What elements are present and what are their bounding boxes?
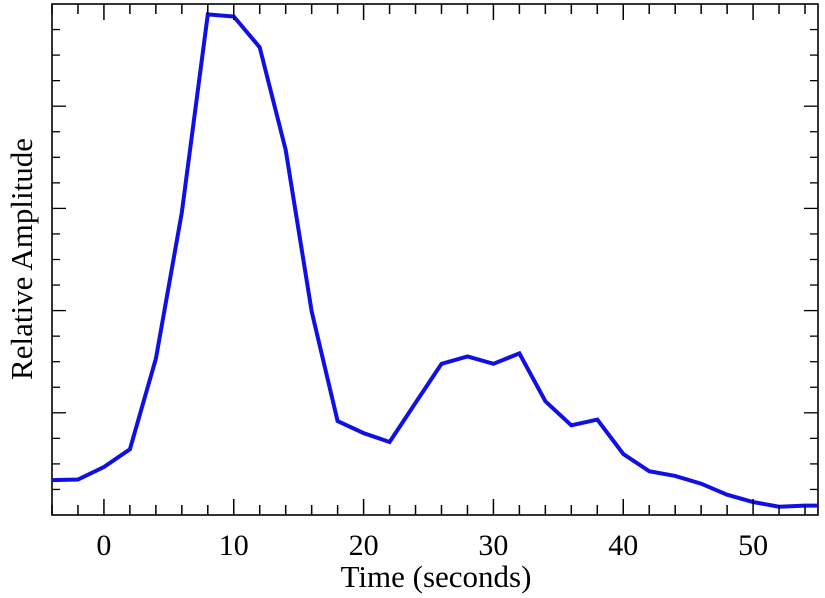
x-tick-label: 40 <box>608 529 638 562</box>
x-axis-ticks: 0 10 20 30 40 50 <box>51 4 806 562</box>
plot-frame <box>51 3 819 516</box>
y-axis-ticks <box>52 28 818 491</box>
series-line-0 <box>51 12 818 509</box>
plot-area <box>51 3 819 516</box>
x-tick-label: 30 <box>478 529 508 562</box>
x-axis-title: Time (seconds) <box>341 559 532 594</box>
x-tick-label: 50 <box>738 529 768 562</box>
x-tick-label: 0 <box>96 529 111 562</box>
y-axis-title: Relative Amplitude <box>4 138 39 380</box>
x-tick-label: 20 <box>349 529 379 562</box>
series-layer <box>51 12 819 509</box>
x-tick-label: 10 <box>219 529 249 562</box>
